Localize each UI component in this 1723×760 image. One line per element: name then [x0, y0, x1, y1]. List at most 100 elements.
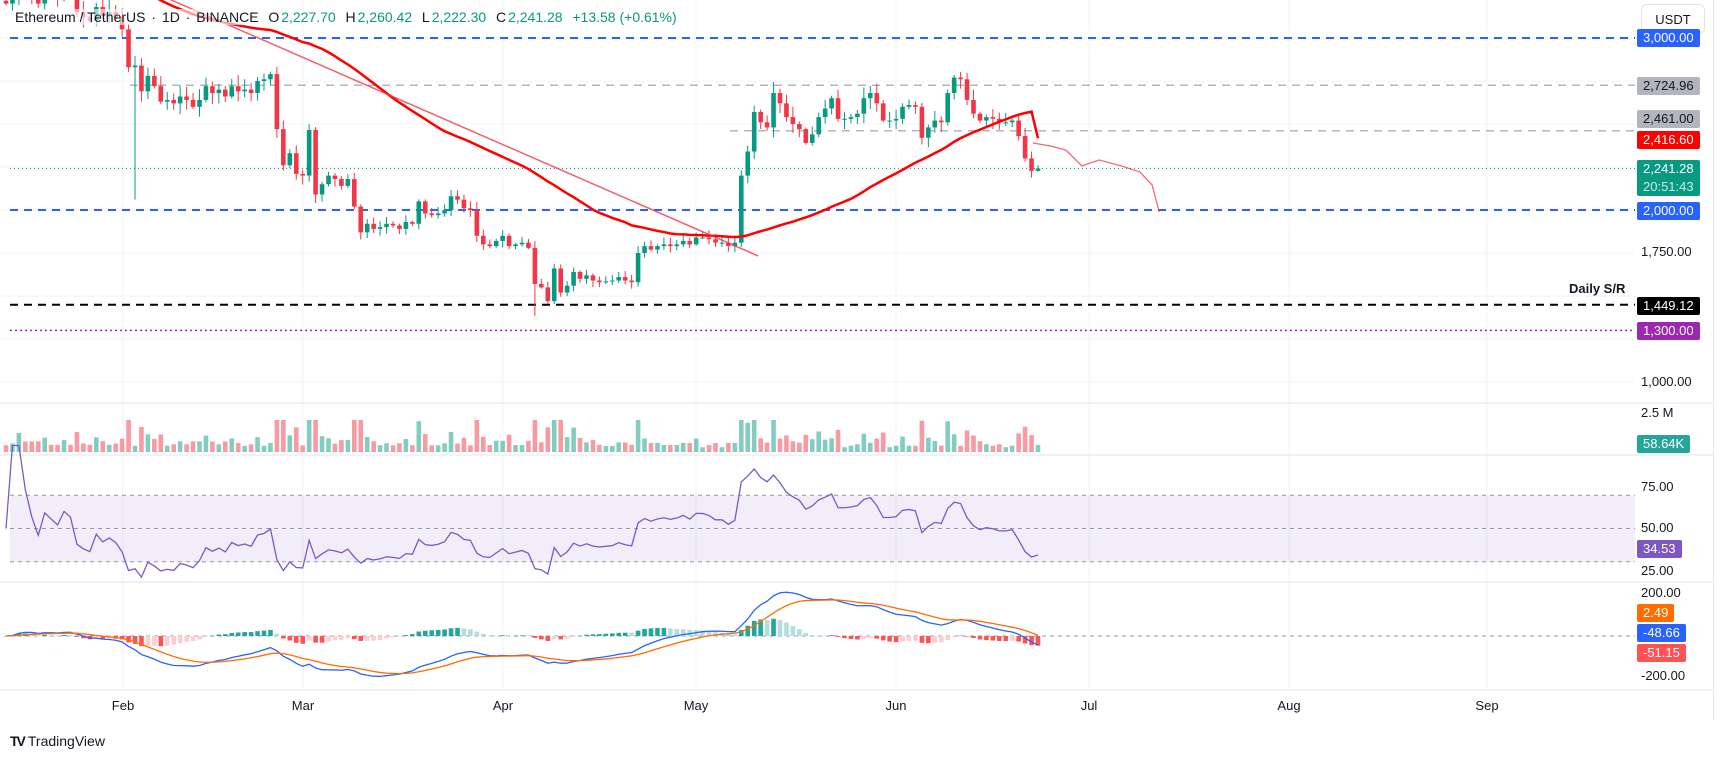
sma-tag: 2,416.60 — [1637, 131, 1700, 149]
volume-bar — [726, 442, 731, 452]
volume-bar — [868, 442, 873, 452]
volume-bar — [751, 420, 757, 452]
macd-histogram-bar — [906, 636, 912, 641]
last-price-tag: 2,241.28 20:51:43 — [1637, 160, 1700, 196]
candle — [152, 68, 157, 89]
candle-body — [487, 244, 493, 247]
candle-body — [984, 117, 989, 121]
interval[interactable]: 1D — [161, 9, 180, 25]
candle-body — [629, 280, 634, 283]
candle-body — [139, 65, 144, 92]
candle-body — [539, 283, 544, 288]
candle — [835, 89, 841, 122]
time-label: Aug — [1277, 698, 1301, 713]
volume-bar — [668, 445, 673, 452]
macd-histogram-bar — [713, 632, 718, 636]
macd-histogram-bar — [661, 627, 667, 636]
candle — [629, 274, 634, 289]
candle — [223, 85, 228, 103]
chart-canvas[interactable] — [0, 0, 1723, 720]
candle-body — [371, 223, 376, 229]
macd-histogram-bar — [268, 629, 273, 636]
candle — [10, 0, 15, 11]
candle — [893, 109, 899, 130]
candle-body — [764, 122, 770, 128]
macd-histogram-bar — [274, 633, 280, 636]
candle — [31, 0, 33, 5]
candle-body — [616, 277, 622, 281]
candle — [887, 111, 892, 128]
candle — [171, 93, 176, 110]
candle — [539, 278, 544, 289]
candle — [345, 174, 351, 189]
rsi-tag: 34.53 — [1637, 540, 1682, 558]
candle-body — [397, 225, 402, 229]
candle — [771, 82, 776, 138]
volume-bar — [964, 430, 970, 452]
candle — [287, 149, 293, 168]
symbol-legend[interactable]: Ethereum / TetherUS · 1D · BINANCE O 2,22… — [15, 9, 679, 25]
volume-bar — [164, 445, 170, 452]
macd-histogram-bar — [513, 635, 518, 637]
volume-bar — [590, 440, 596, 452]
candle — [913, 101, 918, 114]
candle — [18, 0, 20, 6]
volume-bar — [809, 439, 815, 452]
macd-histogram-bar — [410, 634, 415, 636]
tradingview-logo[interactable]: TV TradingView — [10, 733, 105, 749]
macd-histogram-bar — [539, 636, 544, 640]
volume-bar — [816, 431, 821, 452]
macd-histogram-bar — [397, 636, 402, 637]
macd-histogram-bar — [1016, 636, 1021, 642]
volume-bar — [693, 438, 699, 452]
volume-bar — [100, 441, 106, 452]
volume-bar — [700, 447, 705, 452]
volume-bar — [906, 445, 912, 452]
separator: · — [151, 9, 157, 25]
macd-histogram-bar — [287, 636, 293, 641]
volume-bar — [390, 445, 396, 452]
candle — [255, 76, 260, 101]
candle-body — [603, 281, 609, 283]
candle — [442, 204, 447, 217]
candle-body — [635, 253, 641, 283]
candle-body — [855, 113, 860, 118]
candle — [655, 244, 660, 254]
macd-histogram-bar — [468, 629, 473, 636]
macd-histogram-bar — [655, 627, 660, 636]
macd-histogram-bar — [532, 636, 538, 638]
volume-bar — [468, 445, 473, 452]
symbol-name[interactable]: Ethereum / TetherUS — [15, 9, 146, 25]
volume-bar — [210, 441, 215, 452]
volume-bar — [661, 445, 667, 452]
macd-histogram-bar — [822, 635, 828, 637]
candle-body — [674, 244, 680, 247]
candle-body — [1003, 122, 1009, 124]
candle — [590, 273, 596, 288]
macd-histogram-bar — [403, 635, 409, 636]
candle-body — [513, 244, 518, 247]
candle-body — [822, 108, 828, 118]
candle-body — [152, 75, 157, 87]
volume-bar — [493, 440, 499, 452]
candle — [1009, 118, 1015, 128]
candle — [809, 126, 815, 146]
candle — [274, 66, 280, 138]
candle-body — [274, 74, 280, 130]
candle — [855, 109, 860, 124]
volume-bar — [81, 443, 86, 452]
candle-body — [481, 235, 486, 245]
candle-body — [564, 285, 570, 293]
macd-histogram-bar — [758, 619, 763, 636]
candle-body — [958, 77, 963, 80]
horizontal-levels — [10, 37, 1635, 332]
candle-body — [861, 98, 867, 114]
candle-body — [713, 239, 718, 243]
candle — [493, 238, 499, 248]
macd-histogram-bar — [809, 634, 815, 636]
time-label: Jun — [885, 698, 907, 713]
volume-bar — [87, 444, 93, 452]
candle-body — [1035, 168, 1041, 171]
macd-histogram-bar — [358, 636, 364, 641]
candle-body — [868, 93, 873, 99]
